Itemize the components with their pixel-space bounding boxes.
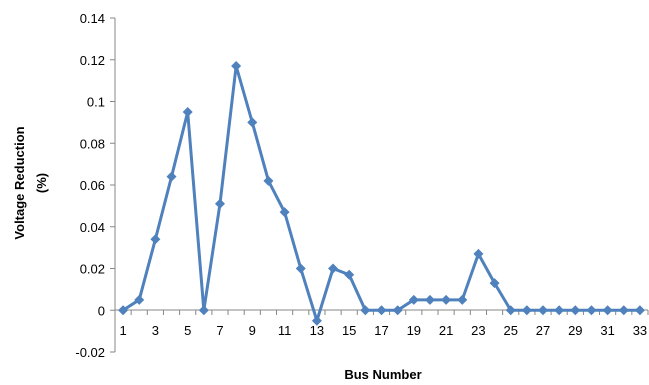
x-tick-label: 11 [278,323,292,338]
y-axis-ticks: -0.02 0 0.02 0.04 0.06 0.08 0.1 0.12 0.14 [75,11,115,360]
y-tick-label: 0.1 [87,95,105,110]
data-point-marker [586,305,597,316]
y-tick-label: 0.12 [80,53,105,68]
data-point-marker [473,248,484,259]
data-point-marker [311,315,322,326]
x-tick-label: 27 [536,323,550,338]
y-axis-title-line-1: Voltage Reduction [12,126,27,239]
data-point-marker [247,117,258,128]
data-point-marker [489,278,500,289]
x-tick-label: 31 [600,323,614,338]
data-point-marker [376,305,387,316]
data-point-marker [602,305,613,316]
series-layer [118,61,645,326]
x-tick-label: 23 [471,323,485,338]
y-tick-label: -0.02 [75,345,105,360]
data-point-marker [360,305,371,316]
data-point-marker [118,305,129,316]
data-point-marker [279,207,290,218]
y-axis-title: Voltage Reduction (%) [12,126,49,239]
y-tick-label: 0.08 [80,136,105,151]
data-point-marker [634,305,645,316]
x-tick-label: 1 [119,323,126,338]
y-tick-label: 0.06 [80,178,105,193]
x-tick-label: 7 [216,323,223,338]
data-point-marker [214,198,225,209]
data-point-marker [295,263,306,274]
x-tick-label: 19 [407,323,421,338]
data-point-marker [182,106,193,117]
data-point-marker [134,294,145,305]
data-point-marker [392,305,403,316]
data-point-marker [231,61,242,72]
x-axis-title: Bus Number [344,367,421,382]
x-axis-ticks: 1 3 5 7 9 11 13 15 17 19 21 23 25 27 29 31 33 [114,310,649,338]
data-point-marker [505,305,516,316]
data-point-marker [150,234,161,245]
data-point-marker [408,294,419,305]
data-point-marker [198,305,209,316]
x-tick-label: 13 [310,323,324,338]
data-point-marker [166,171,177,182]
data-point-marker [457,294,468,305]
x-tick-label: 21 [439,323,453,338]
y-tick-label: 0.02 [80,262,105,277]
data-point-marker [538,305,549,316]
data-point-marker [328,263,339,274]
data-point-marker [570,305,581,316]
x-tick-label: 33 [633,323,647,338]
data-point-marker [521,305,532,316]
x-tick-label: 3 [152,323,159,338]
y-tick-label: 0 [98,303,105,318]
series-line [122,64,640,323]
data-point-marker [263,175,274,186]
data-point-marker [554,305,565,316]
x-tick-label: 17 [374,323,388,338]
data-point-marker [344,269,355,280]
x-tick-label: 25 [503,323,517,338]
x-tick-label: 5 [184,323,191,338]
data-point-marker [618,305,629,316]
x-tick-label: 15 [342,323,356,338]
x-tick-label: 9 [249,323,256,338]
y-tick-label: 0.14 [80,11,105,26]
data-point-marker [424,294,435,305]
y-axis-title-line-2: (%) [34,173,49,193]
y-tick-label: 0.04 [80,220,105,235]
x-tick-label: 29 [568,323,582,338]
data-point-marker [441,294,452,305]
